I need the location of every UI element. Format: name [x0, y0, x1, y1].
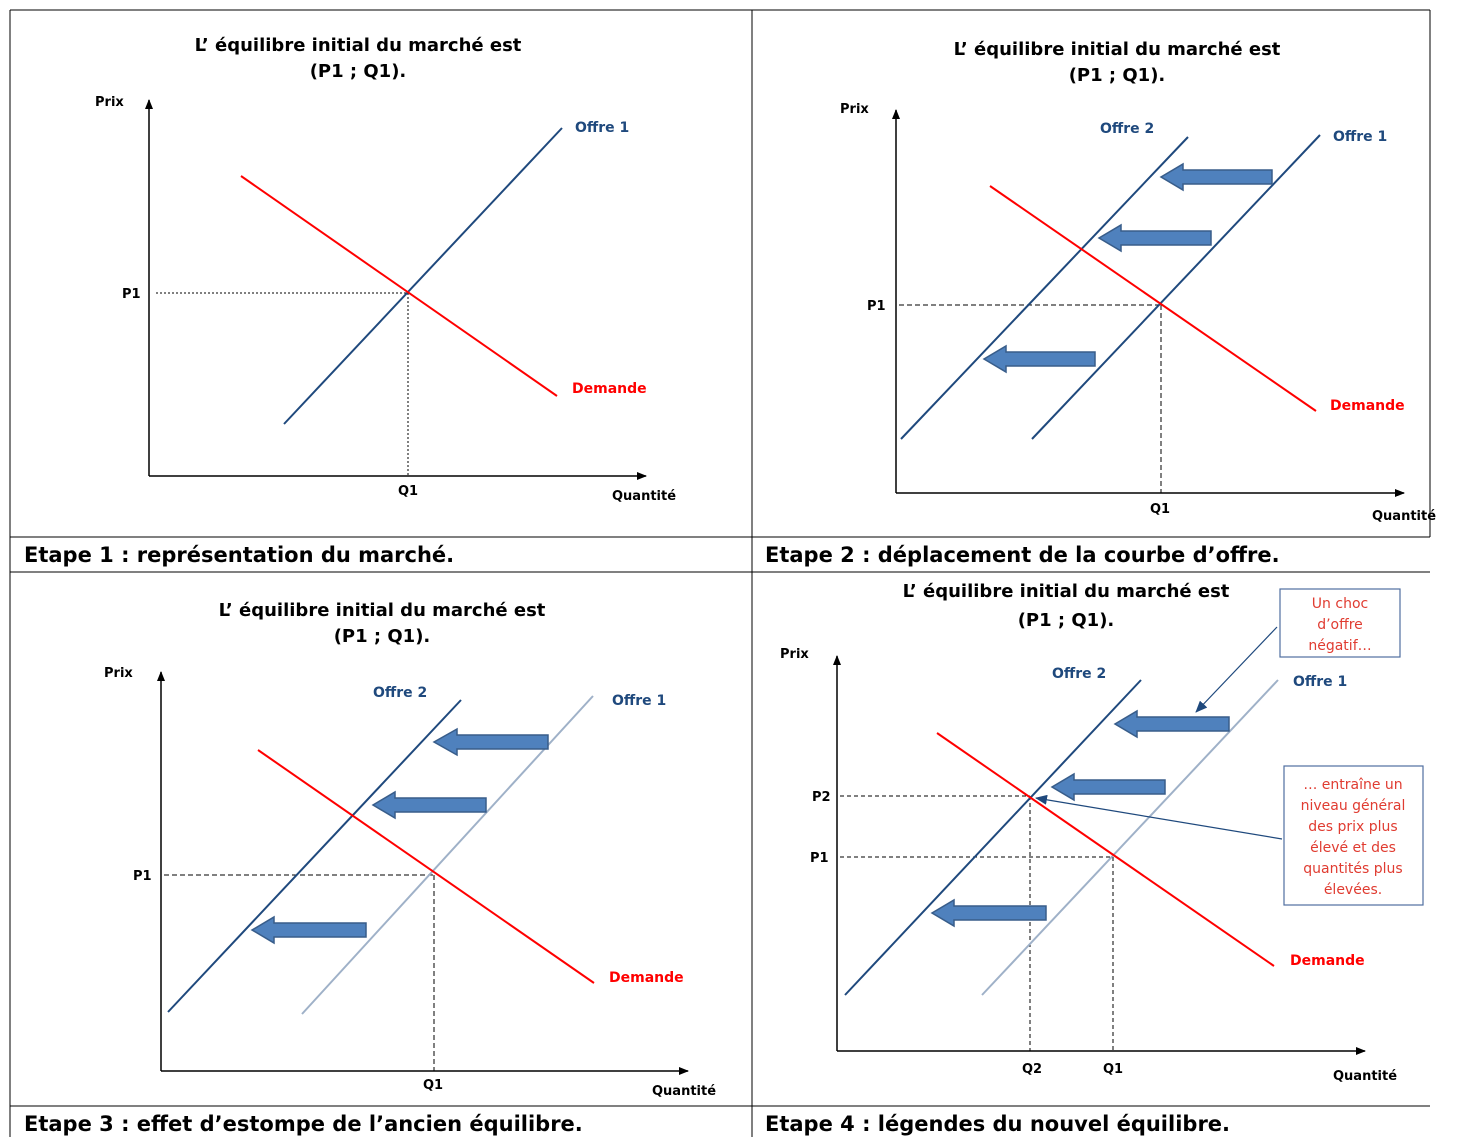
panel-3-shift-arrow-1: [432, 727, 549, 757]
panel-2-y-label: Prix: [840, 102, 869, 117]
panel-3-offre2-line: [167, 699, 462, 1013]
panel-4-p1-label: P1: [810, 851, 829, 866]
panel-4-y-label: Prix: [780, 647, 809, 662]
panel-4-note-effet-line1: … entraîne un: [1303, 777, 1402, 793]
panel-4-caption: Etape 4 : légendes du nouvel équilibre.: [765, 1112, 1230, 1136]
panel-3-chart: L’ équilibre initial du marché est (P1 ;…: [104, 600, 716, 1099]
panel-4-note-effet-line2: niveau général: [1301, 798, 1406, 814]
panel-3-demande-line: [257, 749, 595, 984]
panel-4-note-effet-line3: des prix plus: [1308, 819, 1397, 835]
panel-2-demande-line: [989, 185, 1317, 412]
panel-2-offre1-label: Offre 1: [1333, 129, 1387, 145]
panel-3-demande-label: Demande: [609, 970, 684, 986]
panel-4-note-effet-line4: élevé et des: [1310, 840, 1396, 856]
panel-2-title-line1: L’ équilibre initial du marché est: [954, 39, 1281, 60]
panel-3-shift-arrow-2: [371, 790, 487, 820]
panel-1-demande-line: [240, 175, 558, 397]
panel-4-shift-arrow-1: [1113, 709, 1230, 739]
panel-2-caption: Etape 2 : déplacement de la courbe d’off…: [765, 543, 1280, 567]
panel-4-offre2-line: [844, 679, 1142, 996]
panel-4-p2-label: P2: [812, 790, 831, 805]
panel-2-p1-label: P1: [867, 299, 886, 314]
panel-4-note-choc-line3: négatif…: [1308, 638, 1371, 654]
panel-3-offre1-label: Offre 1: [612, 693, 666, 709]
panel-3-q1-label: Q1: [423, 1078, 443, 1093]
panel-4-chart: L’ équilibre initial du marché est (P1 ;…: [780, 581, 1424, 1084]
panel-1-p1-label: P1: [122, 287, 141, 302]
panel-2-title-line2: (P1 ; Q1).: [1069, 65, 1166, 86]
panel-2-q1-label: Q1: [1150, 502, 1170, 517]
panel-4-note-choc-line2: d’offre: [1317, 617, 1363, 633]
panel-4-q2-label: Q2: [1022, 1062, 1042, 1077]
panel-4-title-line1: L’ équilibre initial du marché est: [903, 581, 1230, 602]
panel-4-note-choc-box: [1279, 588, 1401, 658]
panel-3-x-label: Quantité: [652, 1084, 716, 1099]
panel-4-offre1-line: [981, 679, 1279, 996]
panel-4-shift-arrow-2: [1050, 772, 1166, 802]
panel-3-title-line1: L’ équilibre initial du marché est: [219, 600, 546, 621]
panel-2-offre2-line: [900, 136, 1189, 440]
panel-4-note-effet-line5: quantités plus: [1303, 861, 1402, 877]
panel-2-chart: L’ équilibre initial du marché est (P1 ;…: [840, 39, 1436, 524]
panel-2-shift-arrow-2: [1097, 223, 1212, 253]
panel-4-offre1-label: Offre 1: [1293, 674, 1347, 690]
panel-4-note-choc-line1: Un choc: [1312, 596, 1368, 612]
panel-1-caption: Etape 1 : représentation du marché.: [24, 543, 454, 567]
panel-4-note-effet-box: [1283, 765, 1424, 906]
panel-2-offre1-line: [1031, 134, 1321, 440]
table-grid: [9, 9, 1431, 1137]
panel-3-offre2-label: Offre 2: [373, 685, 427, 701]
panel-4-x-label: Quantité: [1333, 1069, 1397, 1084]
panel-1-x-label: Quantité: [612, 489, 676, 504]
panel-1-y-label: Prix: [95, 95, 124, 110]
panel-4-shift-arrow-3: [930, 898, 1047, 928]
panel-3-y-label: Prix: [104, 666, 133, 681]
panel-4-offre2-label: Offre 2: [1052, 666, 1106, 682]
panel-3-caption: Etape 3 : effet d’estompe de l’ancien éq…: [24, 1112, 583, 1136]
panel-1-chart: L’ équilibre initial du marché est (P1 ;…: [95, 35, 676, 504]
panel-4-demande-label: Demande: [1290, 953, 1365, 969]
panel-4-note-effet-pointer: [1035, 794, 1283, 840]
panel-1-offre1-line: [283, 127, 563, 425]
panel-3-p1-label: P1: [133, 869, 152, 884]
panel-1-q1-label: Q1: [398, 484, 418, 499]
panel-1-offre1-label: Offre 1: [575, 120, 629, 136]
panel-4-demande-line: [936, 732, 1275, 967]
panel-2-demande-label: Demande: [1330, 398, 1405, 414]
panel-4-note-choc-pointer: [1195, 626, 1278, 713]
panel-3-title-line2: (P1 ; Q1).: [334, 626, 431, 647]
panel-2-shift-arrow-1: [1159, 162, 1273, 192]
panel-4-q1-label: Q1: [1103, 1062, 1123, 1077]
panel-4-title-line2: (P1 ; Q1).: [1018, 610, 1115, 631]
panel-3-shift-arrow-3: [250, 915, 367, 945]
panel-4-note-effet-line6: élevées.: [1324, 882, 1382, 898]
panel-1-title-line1: L’ équilibre initial du marché est: [195, 35, 522, 56]
panel-2-x-label: Quantité: [1372, 509, 1436, 524]
panel-1-title-line2: (P1 ; Q1).: [310, 61, 407, 82]
panel-2-offre2-label: Offre 2: [1100, 121, 1154, 137]
panel-2-shift-arrow-3: [982, 344, 1096, 374]
panel-1-demande-label: Demande: [572, 381, 647, 397]
